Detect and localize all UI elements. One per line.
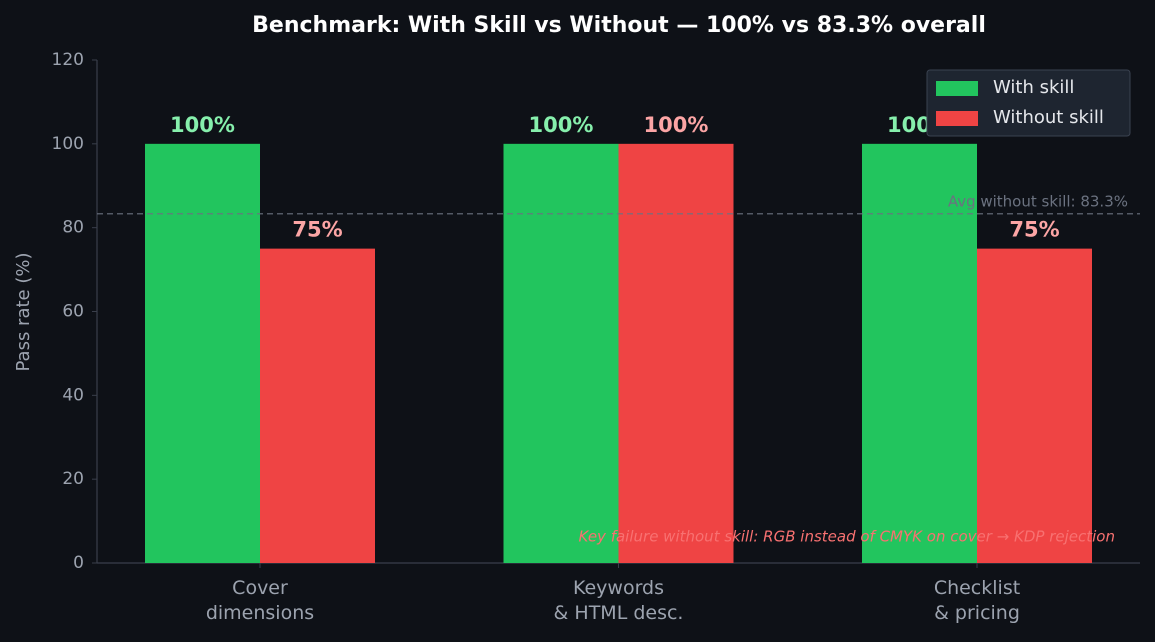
y-tick-label: 60 <box>62 302 84 322</box>
x-tick-label: Keywords & HTML desc. <box>554 577 684 624</box>
reference-label: Avg without skill: 83.3% <box>948 192 1128 210</box>
legend-label: Without skill <box>993 107 1104 128</box>
y-tick-label: 80 <box>62 218 84 238</box>
y-tick-label: 20 <box>62 469 84 489</box>
x-tick-label-line: Keywords <box>573 577 664 599</box>
y-tick-label: 100 <box>52 134 84 154</box>
y-tick-label: 40 <box>62 385 84 405</box>
y-tick-label: 120 <box>52 50 84 70</box>
annotation: Key failure without skill: RGB instead o… <box>579 528 1115 546</box>
x-tick-label-line: & pricing <box>934 602 1020 624</box>
y-tick-label: 0 <box>73 553 84 573</box>
bar <box>260 248 375 563</box>
x-tick-label: Checklist & pricing <box>934 577 1020 624</box>
value-label: 100% <box>170 113 235 137</box>
bar <box>503 143 619 564</box>
chart-title: Benchmark: With Skill vs Without — 100% … <box>252 13 986 38</box>
bar <box>618 143 734 564</box>
bar <box>145 143 260 564</box>
x-tick-label-line: dimensions <box>206 602 314 624</box>
legend-swatch <box>936 81 978 96</box>
y-axis-label: Pass rate (%) <box>13 253 34 372</box>
x-tick-label-line: Checklist <box>934 577 1020 599</box>
x-tick-label: Cover dimensions <box>206 577 314 624</box>
legend-swatch <box>936 111 978 126</box>
value-label: 100% <box>529 113 594 137</box>
value-label: 100% <box>644 113 709 137</box>
value-label: 75% <box>292 218 342 242</box>
bar <box>977 248 1092 563</box>
x-tick-label-line: & HTML desc. <box>554 602 684 624</box>
x-tick-label-line: Cover <box>232 577 288 599</box>
value-label: 75% <box>1009 218 1059 242</box>
legend-label: With skill <box>993 77 1074 98</box>
